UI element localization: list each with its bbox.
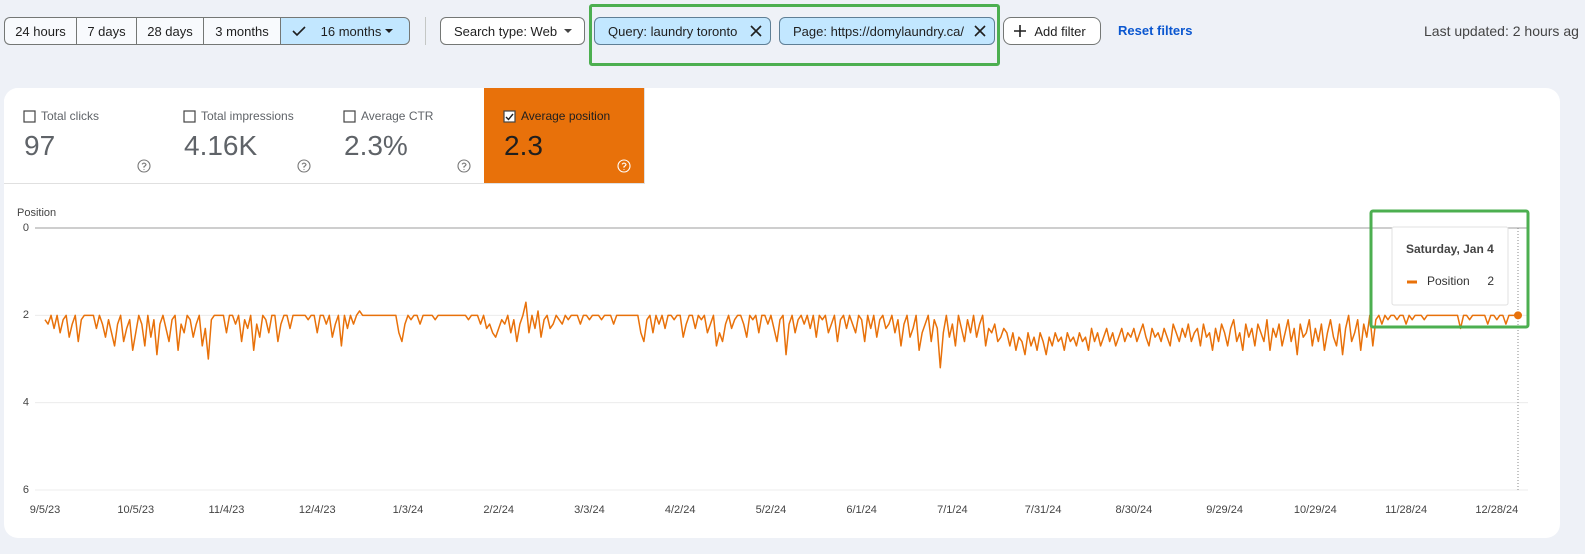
date-range-button[interactable]: 24 hours [4, 17, 76, 45]
add-filter-button[interactable]: Add filter [1003, 17, 1101, 45]
checkbox [183, 110, 196, 123]
y-tick-label: 2 [23, 309, 29, 321]
dropdown-icon [385, 29, 393, 33]
x-tick-label: 11/4/23 [209, 504, 245, 516]
plus-icon [1014, 25, 1026, 37]
search-type-button[interactable]: Search type: Web [440, 17, 585, 45]
x-tick-label: 1/3/24 [393, 504, 424, 516]
date-range-label: 28 days [147, 23, 193, 39]
x-tick-label: 5/2/24 [756, 504, 787, 516]
help-icon [297, 159, 311, 173]
date-range-button[interactable]: 16 months [280, 17, 410, 45]
tooltip-value: 2 [1487, 274, 1494, 288]
tooltip-legend-name: Position [1427, 274, 1470, 288]
checkbox [23, 110, 36, 123]
filter-chip[interactable]: Page: https://domylaundry.ca/ [779, 17, 995, 45]
y-tick-label: 0 [23, 222, 29, 234]
tooltip-title: Saturday, Jan 4 [1406, 242, 1494, 256]
x-tick-label: 9/5/23 [30, 504, 61, 516]
close-icon [750, 25, 762, 37]
help-icon [617, 159, 631, 173]
date-range-button[interactable]: 7 days [76, 17, 136, 45]
y-axis-label: Position [17, 207, 56, 219]
date-range-label: 24 hours [15, 23, 66, 39]
date-range-label: 16 months [320, 23, 382, 39]
dropdown-icon [564, 29, 572, 33]
checkbox [343, 110, 356, 123]
x-tick-label: 11/28/24 [1385, 504, 1427, 516]
chart-card: Total clicks 97 Total impressions 4.16K Aver… [4, 88, 1560, 538]
line-series [44, 301, 1518, 369]
separator [425, 17, 426, 45]
date-range-label: 7 days [87, 23, 126, 39]
x-tick-label: 2/2/24 [483, 504, 514, 516]
x-tick-label: 6/1/24 [846, 504, 877, 516]
x-tick-label: 4/2/24 [665, 504, 696, 516]
x-tick-label: 7/1/24 [937, 504, 968, 516]
help-icon [457, 159, 471, 173]
checkbox [503, 110, 516, 123]
check-icon [292, 26, 306, 37]
date-range-button[interactable]: 3 months [203, 17, 280, 45]
x-tick-label: 10/29/24 [1294, 504, 1337, 516]
close-icon [974, 25, 986, 37]
metric-card[interactable]: Total clicks 97 [4, 88, 165, 184]
metric-card[interactable]: Average CTR 2.3% [324, 88, 485, 184]
help-icon [137, 159, 151, 173]
tooltip-highlight [1369, 209, 1530, 329]
date-range-button[interactable]: 28 days [136, 17, 203, 45]
filter-highlight [589, 4, 1000, 66]
metric-card[interactable]: Average position 2.3 [484, 88, 645, 184]
hover-point [1514, 311, 1522, 320]
metric-card[interactable]: Total impressions 4.16K [164, 88, 325, 184]
reset-filters-link[interactable]: Reset filters [1118, 23, 1193, 38]
metric-value: 2.3% [344, 130, 408, 161]
metric-label: Total impressions [201, 109, 294, 123]
x-tick-label: 12/28/24 [1475, 504, 1518, 516]
x-tick-label: 7/31/24 [1025, 504, 1062, 516]
metric-value: 2.3 [504, 130, 543, 161]
last-updated: Last updated: 2 hours ag [1424, 23, 1579, 39]
metric-label: Total clicks [41, 109, 100, 123]
date-range-label: 3 months [215, 23, 269, 39]
x-tick-label: 3/3/24 [574, 504, 605, 516]
y-tick-label: 4 [23, 397, 29, 409]
metric-label: Average position [521, 109, 611, 123]
x-tick-label: 12/4/23 [299, 504, 336, 516]
filter-chip[interactable]: Query: laundry toronto [594, 17, 771, 45]
x-tick-label: 10/5/23 [117, 504, 154, 516]
tooltip-box [1391, 226, 1509, 306]
metric-value: 97 [24, 130, 56, 161]
metric-value: 4.16K [184, 130, 258, 161]
metric-label: Average CTR [361, 109, 434, 123]
x-tick-label: 8/30/24 [1116, 504, 1153, 516]
y-tick-label: 6 [23, 484, 29, 496]
x-tick-label: 9/29/24 [1206, 504, 1243, 516]
